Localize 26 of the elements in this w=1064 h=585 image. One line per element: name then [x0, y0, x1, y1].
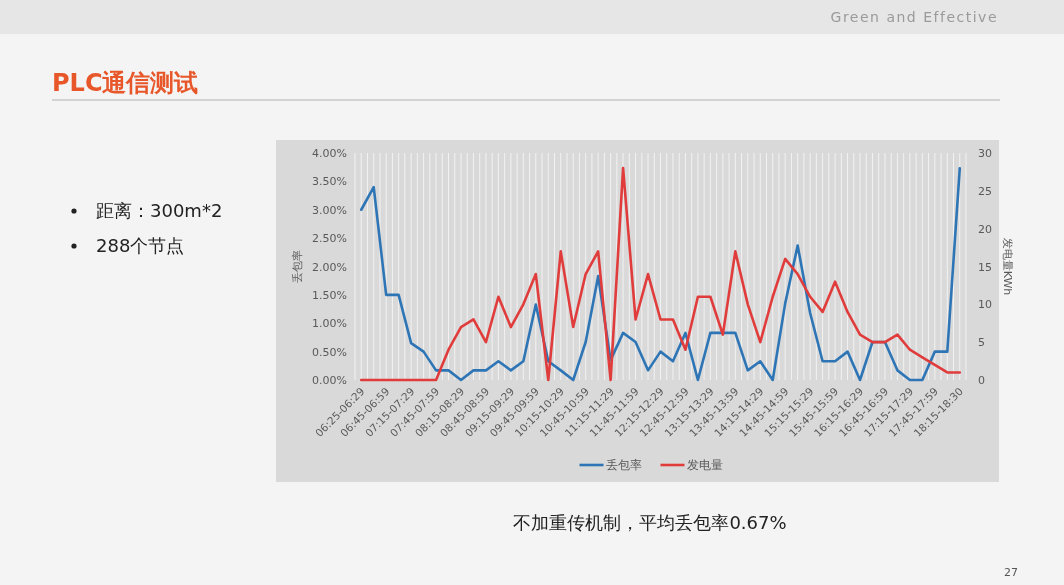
y2-tick-label: 20: [978, 222, 992, 236]
y2-tick-label: 0: [978, 374, 985, 387]
text: 288个节点: [96, 235, 185, 256]
legend-label: 丢包率: [605, 458, 642, 472]
y-tick-label: 2.50%: [312, 232, 347, 246]
legend-label: 发电量: [686, 458, 723, 472]
text: 距离：300m*2: [96, 200, 223, 221]
y2-axis-title: 发电量KWh: [1001, 237, 1014, 296]
text: PLC通信测试: [52, 69, 199, 97]
y2-tick-label: 25: [978, 184, 992, 198]
text: 27: [1004, 566, 1018, 579]
text: 不加重传机制，平均丢包率0.67%: [513, 512, 787, 533]
y2-tick-label: 10: [978, 298, 992, 312]
y-tick-label: 3.50%: [312, 175, 347, 189]
y-tick-label: 4.00%: [312, 147, 347, 160]
y2-tick-label: 5: [978, 336, 985, 350]
y-tick-label: 0.00%: [312, 374, 347, 387]
y2-tick-label: 15: [978, 260, 992, 274]
y-axis-title: 丢包率: [291, 250, 304, 283]
y-tick-label: 1.50%: [312, 288, 347, 302]
y2-tick-label: 30: [978, 147, 992, 160]
y-tick-label: 0.50%: [312, 345, 347, 359]
y-tick-label: 1.00%: [312, 317, 347, 331]
text: Green and Effective: [830, 9, 998, 25]
y-tick-label: 2.00%: [312, 260, 347, 274]
y-tick-label: 3.00%: [312, 203, 347, 217]
